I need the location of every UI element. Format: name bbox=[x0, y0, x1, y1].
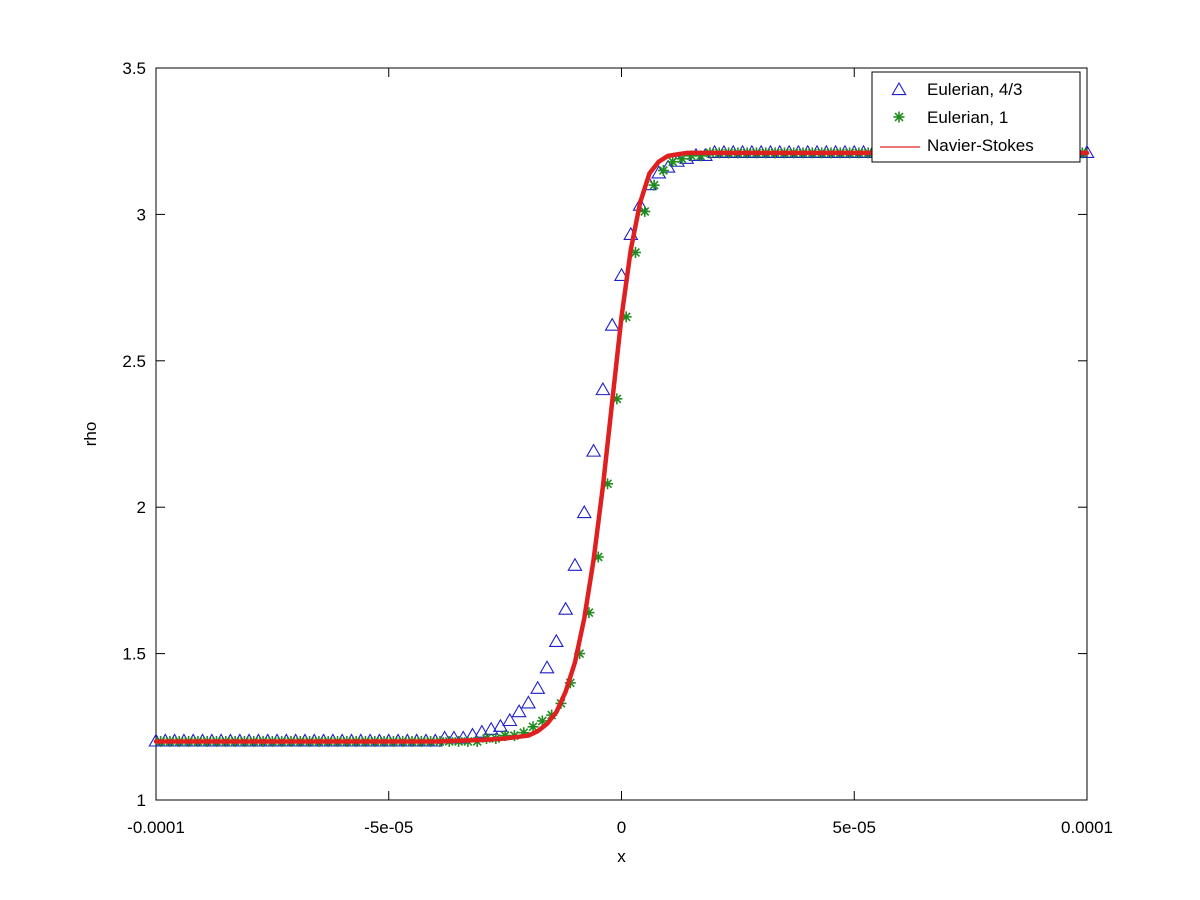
legend-label: Eulerian, 4/3 bbox=[927, 80, 1022, 99]
data-point bbox=[548, 633, 564, 647]
data-point bbox=[648, 179, 660, 191]
data-point bbox=[639, 205, 651, 217]
legend-item: Navier-Stokes bbox=[880, 136, 1034, 155]
data-point bbox=[539, 660, 555, 674]
y-tick-label: 1.5 bbox=[122, 645, 146, 664]
y-tick-label: 3.5 bbox=[122, 59, 146, 78]
legend-label: Navier-Stokes bbox=[927, 136, 1034, 155]
legend-marker bbox=[891, 81, 907, 96]
y-axis-label: rho bbox=[81, 422, 100, 447]
data-point bbox=[595, 381, 611, 396]
data-point bbox=[567, 557, 583, 571]
data-point bbox=[576, 504, 592, 519]
y-tick-label: 1 bbox=[137, 791, 146, 810]
x-tick-label: -0.0001 bbox=[127, 818, 185, 837]
legend-item: Eulerian, 1 bbox=[893, 108, 1008, 127]
data-point bbox=[511, 704, 527, 718]
data-point bbox=[667, 156, 679, 168]
legend-marker bbox=[893, 111, 905, 123]
data-point bbox=[604, 317, 620, 331]
x-tick-label: -5e-05 bbox=[364, 818, 413, 837]
y-tick-label: 2.5 bbox=[122, 352, 146, 371]
data-point bbox=[527, 721, 539, 733]
x-tick-label: 0 bbox=[617, 818, 626, 837]
data-point bbox=[474, 724, 490, 738]
data-point bbox=[585, 443, 602, 457]
y-axis: 1 1.5 2 2.5 3 3.5 bbox=[122, 59, 1087, 810]
data-point bbox=[502, 712, 518, 727]
legend: Eulerian, 4/3 Eulerian, 1 Navier-Stokes bbox=[871, 71, 1081, 163]
y-tick-label: 3 bbox=[137, 205, 146, 224]
data-point bbox=[520, 695, 537, 709]
series-line bbox=[153, 150, 1090, 744]
x-tick-label: 5e-05 bbox=[833, 818, 876, 837]
legend-label: Eulerian, 1 bbox=[927, 108, 1008, 127]
x-tick-label: 0.0001 bbox=[1061, 818, 1113, 837]
data-point bbox=[455, 730, 471, 744]
data-point bbox=[483, 721, 499, 735]
data-point bbox=[558, 601, 574, 615]
data-point bbox=[530, 680, 546, 694]
data-point bbox=[613, 267, 630, 281]
x-axis-label: x bbox=[617, 847, 626, 866]
data-point bbox=[657, 164, 669, 176]
y-tick-label: 2 bbox=[137, 498, 146, 517]
series-2 bbox=[153, 150, 1090, 744]
x-axis: -0.0001 -5e-05 0 5e-05 0.0001 bbox=[127, 68, 1113, 837]
legend-item: Eulerian, 4/3 bbox=[891, 80, 1022, 99]
